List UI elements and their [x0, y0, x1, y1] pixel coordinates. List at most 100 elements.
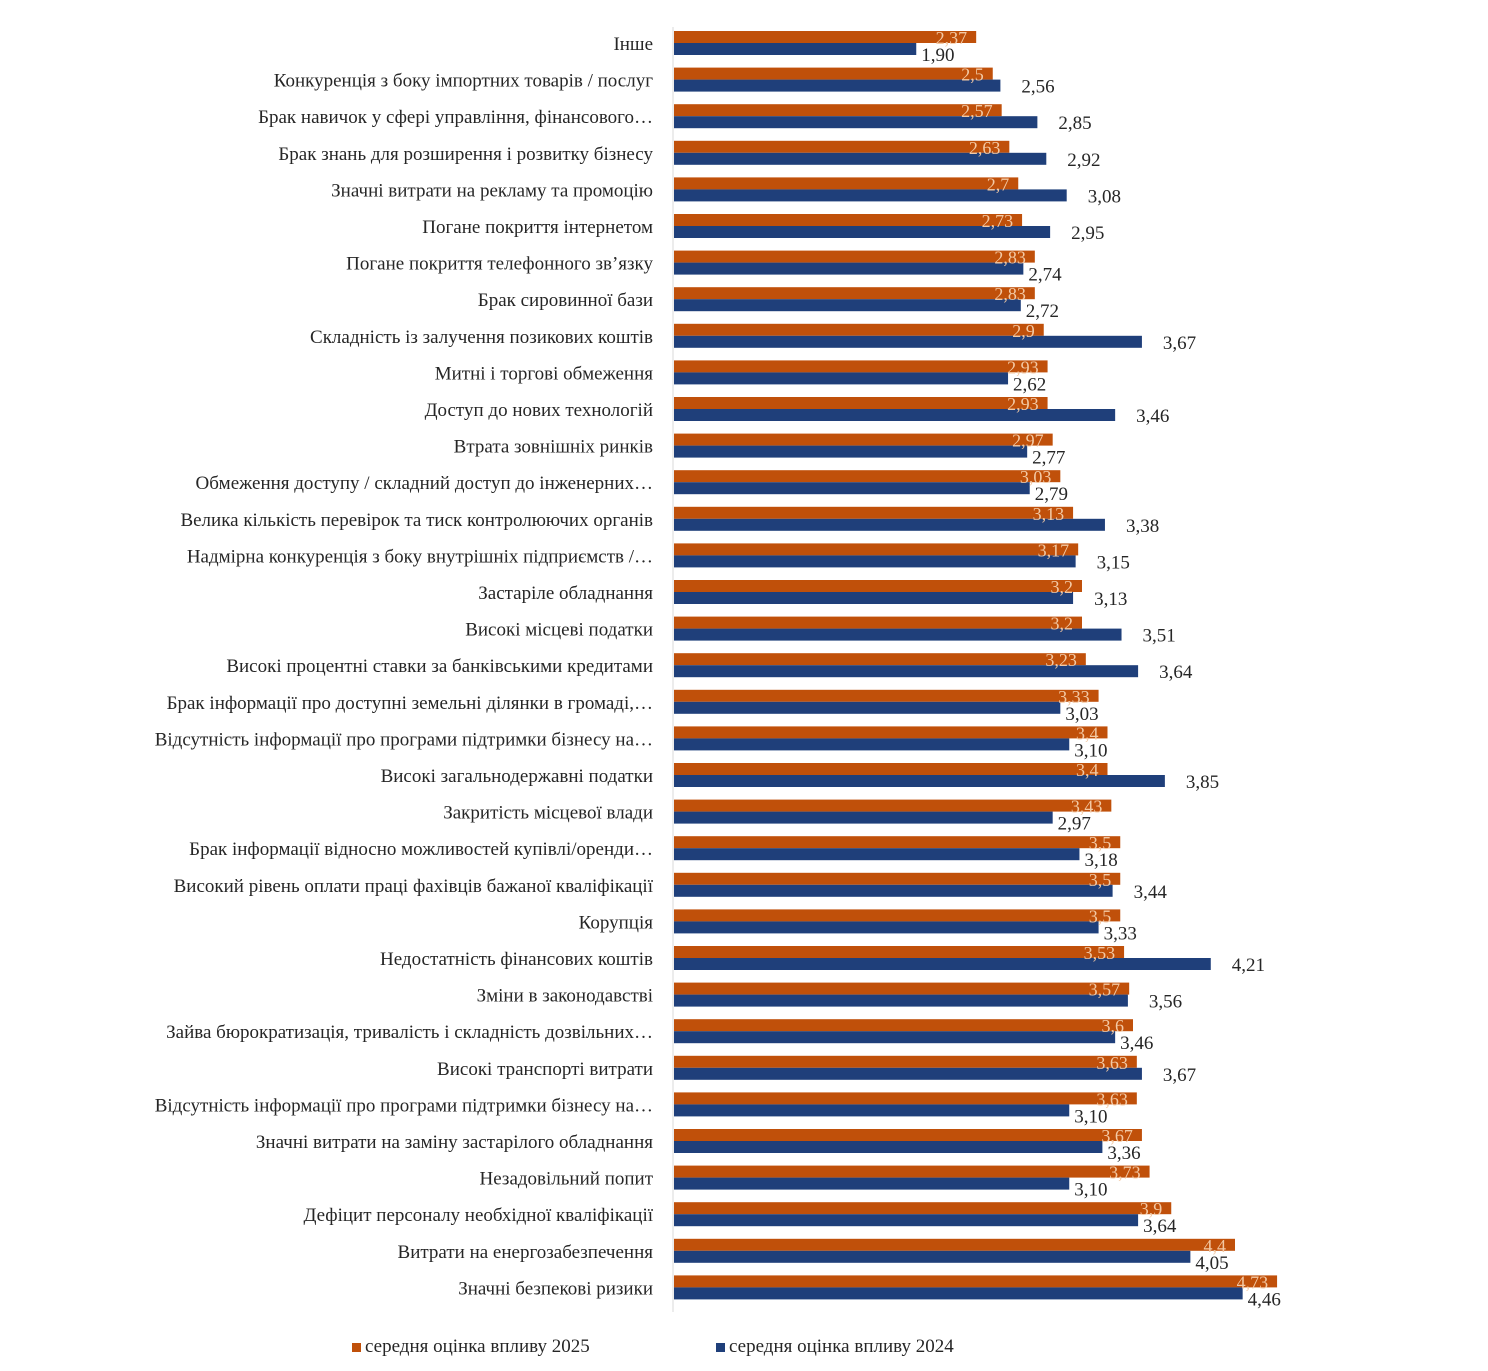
data-label-2024: 2,85	[1058, 113, 1091, 134]
legend-item-2025: середня оцінка впливу 2025	[352, 1336, 590, 1358]
category-label: Брак інформації відносно можливостей куп…	[189, 839, 653, 860]
data-label-2025: 2,63	[969, 138, 1001, 158]
data-label-2024: 4,46	[1248, 1289, 1281, 1310]
bar-2025	[674, 799, 1112, 812]
bar-2025	[674, 1202, 1172, 1215]
category-label: Інше	[613, 34, 653, 55]
data-label-2024: 2,95	[1071, 223, 1104, 244]
legend-label-2025: середня оцінка впливу 2025	[365, 1336, 590, 1357]
category-label: Витрати на енергозабезпечення	[398, 1242, 654, 1263]
bar-2024	[674, 701, 1061, 714]
category-label: Складність із залучення позикових коштів	[310, 327, 653, 348]
data-label-2025: 3,33	[1058, 687, 1090, 707]
data-label-2024: 2,97	[1058, 814, 1091, 835]
bar-2025	[674, 689, 1099, 702]
data-label-2024: 3,64	[1159, 662, 1193, 683]
data-label-2024: 3,18	[1084, 850, 1117, 871]
bar-2024	[674, 1287, 1243, 1300]
bar-2025	[674, 1129, 1142, 1141]
data-label-2025: 3,67	[1101, 1126, 1133, 1146]
category-label: Зміни в законодавстві	[477, 986, 653, 1007]
data-label-2025: 2,83	[994, 284, 1026, 304]
bar-2024	[674, 152, 1047, 165]
category-label: Доступ до нових технологій	[425, 400, 653, 421]
bar-2024	[674, 1177, 1070, 1190]
data-label-2024: 2,72	[1026, 301, 1059, 322]
data-label-2024: 3,67	[1163, 333, 1196, 354]
bar-2024	[674, 884, 1113, 897]
data-label-2025: 4,73	[1237, 1272, 1269, 1292]
legend-swatch-2025	[352, 1342, 361, 1352]
data-label-2025: 2,7	[987, 174, 1010, 194]
data-label-2025: 3,9	[1140, 1199, 1163, 1219]
bar-2024	[674, 848, 1080, 861]
data-label-2025: 3,13	[1033, 504, 1065, 524]
data-label-2024: 3,03	[1065, 704, 1098, 725]
bar-2025	[674, 214, 1023, 226]
data-label-2024: 3,46	[1136, 406, 1169, 427]
bar-2025	[674, 580, 1082, 592]
bar-2025	[674, 67, 993, 80]
bar-2025	[674, 1055, 1137, 1068]
bar-2024	[674, 518, 1105, 531]
category-label: Обмеження доступу / складний доступ до і…	[195, 473, 653, 494]
data-label-2024: 2,74	[1028, 265, 1062, 286]
data-label-2024: 4,05	[1195, 1253, 1228, 1274]
bar-2024	[674, 299, 1021, 312]
bar-2025	[674, 1275, 1278, 1288]
data-label-2025: 3,5	[1089, 870, 1112, 890]
category-label: Значні безпекові ризики	[458, 1278, 653, 1299]
category-label: Незадовільний попит	[480, 1169, 654, 1190]
bar-2025	[674, 1238, 1235, 1251]
data-label-2024: 3,08	[1088, 186, 1121, 207]
bar-2025	[674, 177, 1019, 190]
bar-2024	[674, 116, 1038, 129]
bar-2024	[674, 372, 1009, 385]
bar-2024	[674, 1250, 1191, 1263]
data-label-2025: 2,97	[1012, 431, 1044, 451]
bar-2025	[674, 946, 1125, 958]
bar-2024	[674, 555, 1076, 568]
bar-2024	[674, 1214, 1139, 1227]
data-label-2024: 2,62	[1013, 374, 1046, 395]
bar-2024	[674, 1104, 1070, 1117]
bar-2025	[674, 323, 1044, 336]
bar-2025	[674, 506, 1074, 519]
data-label-2025: 3,63	[1096, 1089, 1128, 1109]
data-label-2025: 3,53	[1084, 943, 1116, 963]
category-label: Відсутність інформації про програми підт…	[155, 1095, 653, 1116]
bar-2025	[674, 763, 1108, 775]
data-label-2024: 3,33	[1104, 923, 1137, 944]
bar-2025	[674, 909, 1121, 922]
data-label-2025: 3,2	[1051, 614, 1074, 634]
data-label-2025: 2,37	[936, 28, 968, 48]
data-label-2025: 3,03	[1020, 467, 1052, 487]
data-label-2025: 2,73	[982, 211, 1014, 231]
category-label: Втрата зовнішніх ринків	[454, 437, 653, 458]
bar-2024	[674, 189, 1067, 202]
data-label-2024: 2,56	[1021, 77, 1054, 98]
data-label-2024: 3,15	[1097, 552, 1130, 573]
data-label-2024: 3,56	[1149, 992, 1182, 1013]
category-label: Брак знань для розширення і розвитку біз…	[278, 144, 653, 165]
data-label-2025: 4,4	[1204, 1236, 1227, 1256]
bar-2024	[674, 482, 1030, 495]
category-label: Закритість місцевої влади	[443, 803, 653, 824]
bar-2024	[674, 811, 1053, 824]
data-label-2024: 3,64	[1143, 1216, 1177, 1237]
bar-2024	[674, 628, 1122, 641]
data-label-2025: 3,43	[1071, 797, 1103, 817]
bar-2024	[674, 921, 1099, 934]
bar-2025	[674, 726, 1108, 739]
bar-2025	[674, 653, 1086, 666]
bar-2024	[674, 775, 1165, 787]
legend-item-2024: середня оцінка впливу 2024	[716, 1336, 954, 1358]
data-label-2025: 3,73	[1109, 1163, 1141, 1183]
data-label-2024: 3,46	[1120, 1033, 1153, 1054]
data-label-2025: 3,57	[1089, 980, 1121, 1000]
data-label-2024: 3,85	[1186, 772, 1219, 793]
bar-2025	[674, 250, 1035, 263]
category-label: Високі процентні ставки за банківськими …	[226, 656, 653, 677]
data-label-2024: 2,79	[1035, 484, 1068, 505]
category-label: Високий рівень оплати праці фахівців баж…	[174, 876, 654, 897]
